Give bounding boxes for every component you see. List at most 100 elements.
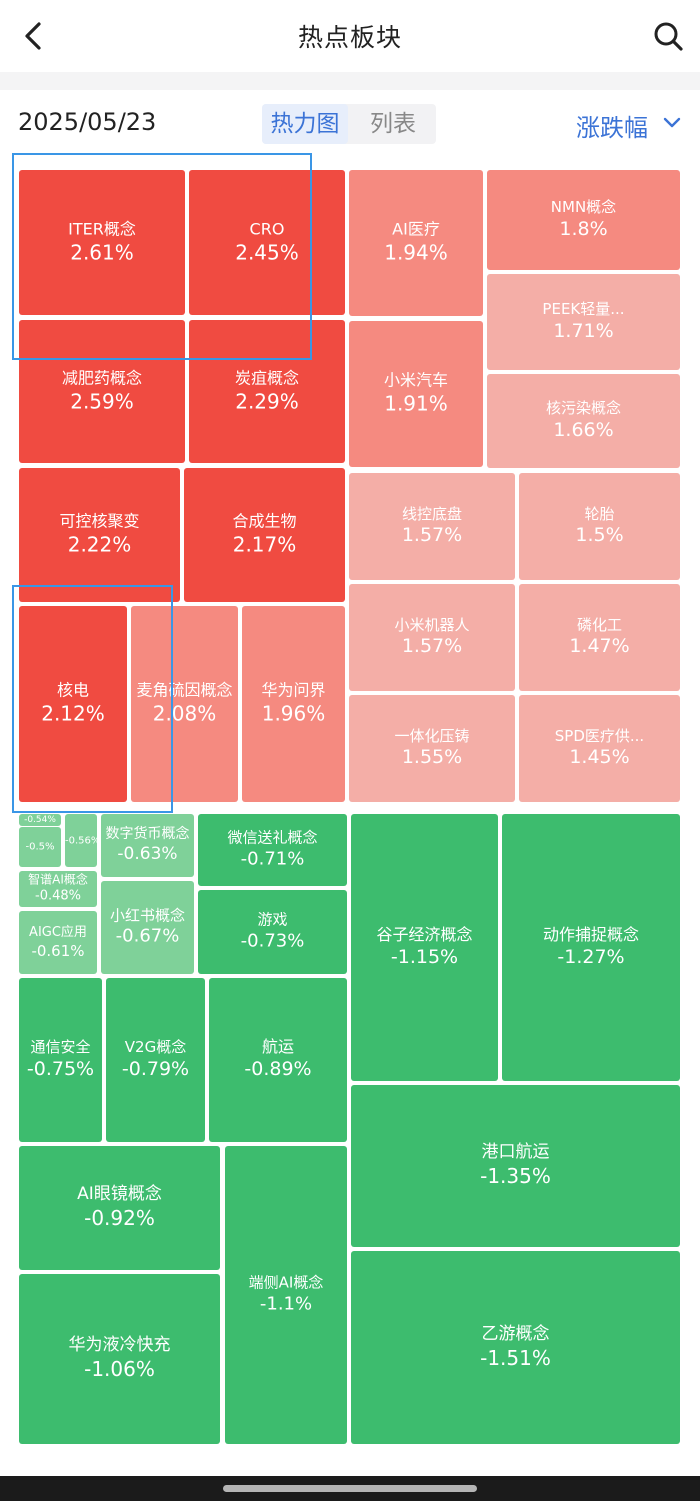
sector-name: AI眼镜概念 [77,1183,162,1204]
sector-change: -0.48% [35,888,81,904]
sector-change: 1.8% [559,217,608,240]
sector-tile[interactable]: 核污染概念 1.66% [487,374,680,468]
sector-tile[interactable]: -0.56% [65,814,97,867]
sector-change: 2.45% [235,240,299,264]
sector-tile[interactable]: 游戏 -0.73% [198,890,347,974]
tab-list[interactable]: 列表 [370,111,416,137]
sector-name: 乙游概念 [481,1323,550,1344]
sector-change: -1.15% [390,945,459,968]
sector-name: 可控核聚变 [59,511,140,531]
back-button[interactable] [14,16,54,56]
sector-name: V2G概念 [124,1037,187,1056]
sector-change: 1.57% [401,635,463,658]
sector-change: -0.56% [65,834,97,846]
sector-tile[interactable]: 微信送礼概念 -0.71% [198,814,347,886]
sector-name: 动作捕捉概念 [542,924,639,944]
sector-name: 麦角硫因概念 [136,680,233,700]
sector-tile[interactable]: CRO 2.45% [189,170,345,315]
sector-name: 微信送礼概念 [227,828,318,847]
sector-name: 数字货币概念 [105,825,190,842]
sector-tile[interactable]: 智谱AI概念 -0.48% [19,871,97,907]
sector-name: 航运 [261,1037,294,1057]
sector-tile[interactable]: 可控核聚变 2.22% [19,468,180,602]
sector-name: PEEK轻量... [542,299,625,318]
sector-tile[interactable]: 航运 -0.89% [209,978,347,1142]
date-label: 2025/05/23 [18,108,157,136]
sector-tile[interactable]: 线控底盘 1.57% [349,473,515,580]
tab-heatmap[interactable]: 热力图 [262,104,348,144]
sector-change: -0.61% [31,941,85,960]
sector-tile[interactable]: 乙游概念 -1.51% [351,1251,680,1444]
sector-tile[interactable]: 核电 2.12% [19,606,127,802]
sector-tile[interactable]: 华为问界 1.96% [242,606,345,802]
sector-change: -0.73% [240,930,305,952]
sector-name: 小红书概念 [109,905,185,924]
sector-tile[interactable]: AIGC应用 -0.61% [19,911,97,974]
sector-name: 华为液冷快充 [68,1334,171,1355]
sector-change: 1.47% [569,635,630,658]
sector-change: -1.35% [480,1164,551,1189]
sector-name: 减肥药概念 [61,368,142,387]
sector-tile[interactable]: 谷子经济概念 -1.15% [351,814,498,1081]
sector-tile[interactable]: 小米汽车 1.91% [349,321,483,467]
sector-change: 1.91% [384,391,448,416]
sector-name: 端侧AI概念 [248,1273,324,1292]
sector-name: 线控底盘 [401,504,462,523]
sector-tile[interactable]: NMN概念 1.8% [487,170,680,270]
sector-change: -0.79% [121,1057,190,1080]
sector-name: 核污染概念 [545,398,621,417]
sector-tile[interactable]: PEEK轻量... 1.71% [487,274,680,370]
sector-tile[interactable]: AI眼镜概念 -0.92% [19,1146,220,1270]
sector-change: 2.61% [70,240,134,264]
sector-change: 1.71% [553,319,614,342]
sector-change: 1.96% [261,701,326,726]
sector-change: -0.54% [24,814,56,825]
sector-name: 智谱AI概念 [28,872,88,887]
chevron-down-icon[interactable] [662,116,682,130]
sector-name: 炭疽概念 [234,368,299,387]
sector-tile[interactable]: 麦角硫因概念 2.08% [131,606,238,802]
sector-name: 轮胎 [584,504,615,523]
sector-name: 合成生物 [232,511,297,531]
search-button[interactable] [648,16,688,56]
sector-name: 一体化压铸 [394,726,470,745]
sector-tile[interactable]: 华为液冷快充 -1.06% [19,1274,220,1444]
home-indicator[interactable] [223,1485,477,1492]
sector-tile[interactable]: 一体化压铸 1.55% [349,695,515,802]
sector-name: 谷子经济概念 [376,924,473,944]
sector-tile[interactable]: SPD医疗供... 1.45% [519,695,680,802]
sector-tile[interactable]: 合成生物 2.17% [184,468,345,602]
sector-name: AI医疗 [392,219,440,239]
sector-name: 小米机器人 [394,615,470,634]
chevron-left-icon [25,22,41,50]
sector-tile[interactable]: -0.5% [19,827,61,867]
sector-tile[interactable]: 减肥药概念 2.59% [19,320,185,463]
sector-change: 1.45% [569,746,630,769]
sector-change: -1.27% [557,945,625,968]
sector-tile[interactable]: 端侧AI概念 -1.1% [225,1146,347,1444]
sector-change: -0.75% [26,1057,95,1080]
sector-tile[interactable]: ITER概念 2.61% [19,170,185,315]
sector-name: 磷化工 [576,615,622,634]
sector-change: 2.59% [70,389,134,413]
sector-change: -0.63% [117,843,178,864]
sector-tile[interactable]: 磷化工 1.47% [519,584,680,691]
sort-dropdown[interactable]: 涨跌幅 [576,114,648,142]
sector-tile[interactable]: 炭疽概念 2.29% [189,320,345,463]
sector-tile[interactable]: 轮胎 1.5% [519,473,680,580]
sector-tile[interactable]: 动作捕捉概念 -1.27% [502,814,680,1081]
sector-change: 2.12% [41,701,105,726]
sector-change: 1.55% [401,746,463,769]
sector-name: 小米汽车 [383,370,448,390]
sector-tile[interactable]: 小米机器人 1.57% [349,584,515,691]
sector-tile[interactable]: 小红书概念 -0.67% [101,881,194,974]
sector-tile[interactable]: -0.54% [19,814,61,826]
sector-tile[interactable]: AI医疗 1.94% [349,170,483,316]
sector-tile[interactable]: V2G概念 -0.79% [106,978,205,1142]
search-icon [654,22,683,51]
sector-tile[interactable]: 数字货币概念 -0.63% [101,814,194,877]
sector-change: -0.67% [115,925,180,947]
top-bar: 热点板块 [0,0,700,72]
sector-tile[interactable]: 港口航运 -1.35% [351,1085,680,1247]
sector-tile[interactable]: 通信安全 -0.75% [19,978,102,1142]
